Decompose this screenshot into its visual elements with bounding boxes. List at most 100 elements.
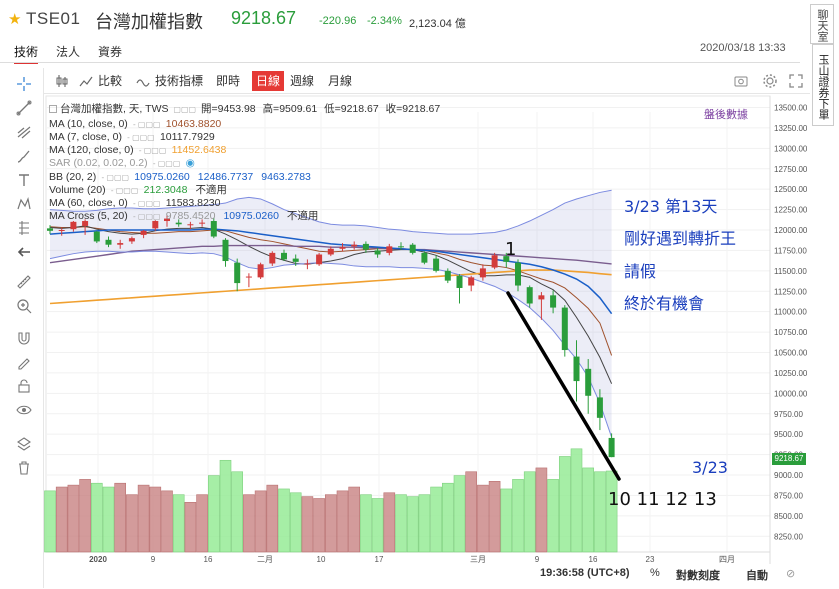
volume-bar [243, 494, 255, 553]
indicator-icon[interactable] [136, 73, 152, 89]
candle-body [386, 246, 393, 253]
time-axis-label: 9 [151, 555, 156, 564]
trend-line-icon[interactable] [16, 100, 32, 116]
price-change-pct: -2.34% [367, 15, 402, 27]
legend-indicator-name: SAR (0.02, 0.02, 0.2) [49, 157, 148, 169]
volume-bar [301, 496, 314, 553]
broker-order-tab[interactable]: 玉山證券下單 [812, 44, 834, 126]
legend-indicator-name: MA (7, close, 0) [49, 131, 122, 143]
compare-button[interactable]: 比較 [98, 74, 123, 88]
candle-body [421, 252, 428, 263]
indicator-line [49, 250, 613, 438]
note-line-2: 剛好遇到轉折王 [624, 229, 737, 248]
indicators-button[interactable]: 技術指標 [155, 74, 204, 88]
after-hours-label[interactable]: 盤後數據 [704, 109, 748, 121]
current-price-tag: 9218.67 [772, 453, 806, 465]
percent-toggle[interactable]: % [650, 567, 660, 579]
price-change: -220.96 [319, 15, 357, 27]
legend-row-settings-icon[interactable]: - ▢▢▢ [99, 173, 132, 182]
back-arrow-icon[interactable] [16, 244, 32, 260]
intraday-button[interactable]: 即時 [216, 74, 241, 88]
legend-indicator-value: 10463.8820 [165, 118, 222, 130]
volume-bar [208, 475, 220, 553]
monthly-button[interactable]: 月線 [328, 74, 353, 88]
time-axis-label: 三月 [470, 555, 486, 564]
price-axis-label: 8250.00 [774, 532, 803, 541]
price-axis-label: 11250.00 [774, 287, 807, 296]
fib-tool-icon[interactable] [16, 124, 32, 140]
legend-row[interactable]: Volume (20) - ▢▢▢ 212.3048 不適用 [49, 184, 235, 197]
candle-body [82, 221, 89, 226]
tab-institutional[interactable]: 法人 [56, 45, 81, 59]
legend-row[interactable]: MA Cross (5, 20) - ▢▢▢ 9785.4520 10975.02… [49, 210, 326, 223]
legend-toggle[interactable] [49, 105, 57, 114]
crosshair-icon[interactable] [16, 76, 32, 92]
tab-technical[interactable]: 技術 [14, 43, 39, 64]
star-icon[interactable]: ★ [8, 11, 22, 28]
lock-pencil-icon[interactable] [16, 354, 32, 370]
candle-body [210, 221, 217, 237]
candle-body [561, 307, 568, 351]
eye-icon[interactable] [16, 402, 32, 418]
volume-bar [605, 470, 618, 553]
chat-room-tab[interactable]: 聊天室 [810, 4, 834, 44]
ruler-icon[interactable] [16, 274, 32, 290]
gear-icon[interactable] [762, 73, 778, 89]
candle-type-icon[interactable] [54, 73, 70, 89]
legend-row[interactable]: MA (120, close, 0) - ▢▢▢ 11452.6438 [49, 144, 234, 157]
fullscreen-icon[interactable] [788, 73, 804, 89]
legend-row-settings-icon[interactable]: - ▢▢▢ [136, 146, 169, 155]
legend-row[interactable]: SAR (0.02, 0.02, 0.2) - ▢▢▢ ◉ [49, 157, 195, 170]
legend-row[interactable]: MA (7, close, 0) - ▢▢▢ 10117.7929 [49, 131, 223, 144]
camera-icon[interactable] [733, 73, 749, 89]
magnet-icon[interactable] [16, 330, 32, 346]
auto-scale-toggle[interactable]: 自動 [746, 570, 768, 582]
legend-row-settings-icon[interactable]: - ▢▢▢ [108, 186, 141, 195]
candle-body [608, 437, 615, 458]
note-line-1: 3/23 第13天 [624, 197, 718, 216]
legend-row-settings-icon[interactable]: - ▢▢▢ [130, 120, 163, 129]
legend-row-settings-icon[interactable]: - ▢▢▢ [150, 159, 183, 168]
volume-bar [430, 486, 442, 553]
pattern-icon[interactable] [16, 196, 32, 212]
legend-indicator-name: BB (20, 2) [49, 171, 97, 183]
volume-bar [383, 492, 396, 553]
legend-indicator-value: 不適用 [195, 184, 227, 196]
lock-icon[interactable] [16, 378, 32, 394]
legend-row[interactable]: MA (60, close, 0) - ▢▢▢ 11583.8230 [49, 197, 229, 210]
daily-button[interactable]: 日線 [252, 71, 285, 91]
layers-icon[interactable] [16, 436, 32, 452]
candle-body [93, 231, 100, 242]
time-axis-label: 2020 [89, 555, 107, 564]
candle-body [398, 246, 404, 248]
trash-icon[interactable] [16, 460, 32, 476]
volume-bar [547, 479, 559, 553]
visibility-eye-icon[interactable]: ◉ [185, 157, 195, 169]
price-axis-label: 10500.00 [774, 349, 808, 358]
close-label: 收= [385, 103, 403, 115]
brush-icon[interactable] [16, 148, 32, 164]
volume-bar [278, 488, 290, 553]
legend-row[interactable]: MA (10, close, 0) - ▢▢▢ 10463.8820 [49, 118, 229, 131]
legend-row-settings-icon[interactable]: - ▢▢▢ [124, 133, 157, 142]
volume-bar [266, 484, 279, 553]
volume-bar [231, 471, 243, 553]
weekly-button[interactable]: 週線 [290, 74, 315, 88]
prediction-icon[interactable] [16, 220, 32, 236]
legend-row-settings-icon[interactable]: - ▢▢▢ [130, 199, 163, 208]
scroll-right-icon[interactable]: ⊘ [786, 568, 796, 580]
text-tool-icon[interactable] [16, 172, 32, 188]
legend-row[interactable]: BB (20, 2) - ▢▢▢ 10975.0260 12486.7737 946… [49, 171, 319, 184]
tab-margin[interactable]: 資券 [98, 45, 123, 59]
price-axis-label: 10250.00 [774, 369, 808, 378]
open-value: 9453.98 [217, 103, 256, 115]
compare-icon[interactable] [78, 73, 94, 89]
legend-settings-icon[interactable]: ▢▢▢ [173, 105, 197, 114]
legend-title: 台灣加權指數, 天, TWS [60, 103, 169, 115]
legend-row-settings-icon[interactable]: - ▢▢▢ [130, 212, 163, 221]
time-axis-label: 10 [317, 555, 326, 564]
volume-bar [465, 471, 478, 553]
zoom-in-icon[interactable] [16, 298, 32, 314]
log-scale-toggle[interactable]: 對數刻度 [676, 570, 720, 582]
